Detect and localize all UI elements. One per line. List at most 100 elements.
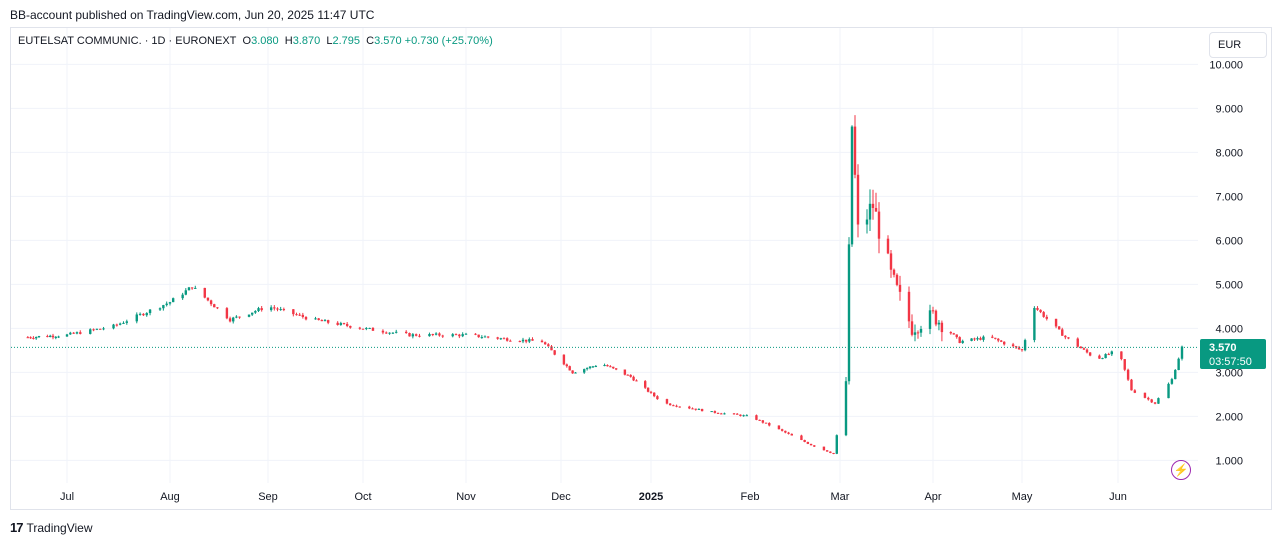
- candle-body: [438, 333, 441, 336]
- candle-body: [868, 203, 872, 220]
- candle-body: [314, 318, 317, 320]
- candle-body: [739, 414, 742, 416]
- candle-body: [553, 350, 556, 355]
- legend-high-label: H: [284, 35, 293, 47]
- candle-body: [1088, 352, 1092, 356]
- y-tick-label: 6.000: [1215, 235, 1243, 247]
- candle-body: [910, 321, 914, 335]
- legend-open-label: O: [242, 35, 252, 47]
- candle-body: [907, 291, 911, 322]
- candle-body: [1147, 397, 1150, 400]
- x-tick-label: Nov: [456, 491, 476, 503]
- candle-body: [768, 423, 771, 426]
- candle-body: [694, 408, 697, 410]
- candle-body: [477, 334, 480, 338]
- candle-body: [395, 331, 398, 333]
- candle-body: [301, 314, 305, 317]
- candle-body: [976, 338, 979, 340]
- candle-body: [1057, 326, 1061, 330]
- y-tick-label: 10.000: [1209, 59, 1243, 71]
- candle-body: [825, 450, 829, 452]
- candle-body: [716, 412, 720, 414]
- candle-body: [235, 316, 238, 318]
- candle-body: [326, 320, 330, 323]
- candle-body: [165, 303, 168, 306]
- candle-body: [822, 446, 826, 451]
- candle-body: [973, 338, 976, 340]
- candle-body: [732, 413, 736, 415]
- candle-body: [803, 440, 806, 442]
- candle-body: [723, 413, 726, 415]
- tradingview-logo[interactable]: 17 TradingView: [10, 520, 93, 535]
- candle-body: [571, 370, 574, 374]
- candle-body: [336, 322, 339, 325]
- candle-body: [856, 174, 860, 225]
- candle-body: [206, 297, 210, 301]
- candle-body: [540, 340, 544, 343]
- candle-body: [339, 323, 343, 325]
- candle-body: [961, 340, 964, 344]
- legend-low-label: L: [326, 35, 333, 47]
- candle-body: [691, 408, 694, 410]
- candle-body: [521, 339, 525, 342]
- candle-body: [480, 337, 484, 339]
- x-tick-label: Oct: [354, 491, 371, 503]
- candle-body: [829, 451, 832, 453]
- candle-body: [250, 312, 254, 315]
- candle-body: [895, 274, 899, 285]
- candle-body: [982, 336, 985, 340]
- candle-body: [1133, 390, 1137, 393]
- candle-body: [916, 332, 920, 334]
- candle-body: [194, 287, 197, 289]
- legend-close-value: 3.570: [374, 35, 402, 47]
- candle-body: [1042, 312, 1045, 317]
- candle-body: [411, 334, 415, 337]
- candle-body: [813, 445, 816, 447]
- chart-frame[interactable]: [10, 27, 1272, 510]
- candle-body: [190, 287, 194, 289]
- flash-icon[interactable]: ⚡: [1171, 460, 1191, 480]
- candle-body: [524, 339, 528, 342]
- candle-body: [612, 366, 615, 369]
- candle-body: [461, 334, 464, 337]
- candle-body: [806, 441, 810, 444]
- candle-body: [865, 219, 869, 225]
- candle-body: [1167, 383, 1170, 399]
- candle-body: [623, 369, 627, 375]
- candle-body: [755, 415, 758, 420]
- currency-button[interactable]: EUR: [1209, 32, 1267, 58]
- candle-body: [54, 336, 57, 338]
- candle-body: [298, 314, 301, 316]
- candle-body: [451, 334, 454, 337]
- candle-body: [518, 341, 522, 343]
- candle-body: [29, 337, 32, 339]
- candle-body: [835, 435, 838, 454]
- candle-body: [247, 314, 251, 317]
- candle-body: [1130, 379, 1133, 391]
- candle-body: [187, 287, 191, 291]
- candle-body: [919, 328, 923, 333]
- candle-body: [1126, 369, 1130, 380]
- candle-body: [937, 322, 941, 325]
- candle-body: [391, 332, 395, 334]
- candle-body: [345, 323, 349, 326]
- candle-body: [342, 323, 346, 325]
- candle-body: [764, 422, 768, 424]
- candle-body: [118, 323, 122, 325]
- candle-body: [1020, 349, 1024, 351]
- candle-body: [562, 354, 566, 365]
- candle-body: [254, 311, 257, 313]
- candle-body: [800, 435, 803, 441]
- x-tick-label: May: [1012, 491, 1033, 503]
- candle-body: [543, 342, 547, 345]
- grid-layer: [11, 28, 1198, 483]
- candle-body: [889, 253, 893, 270]
- candle-body: [304, 316, 308, 320]
- candles-layer: [26, 115, 1184, 455]
- candle-body: [603, 365, 606, 367]
- candle-body: [949, 332, 952, 334]
- candle-body: [276, 308, 279, 310]
- candle-body: [1143, 392, 1147, 398]
- candle-body: [57, 336, 60, 338]
